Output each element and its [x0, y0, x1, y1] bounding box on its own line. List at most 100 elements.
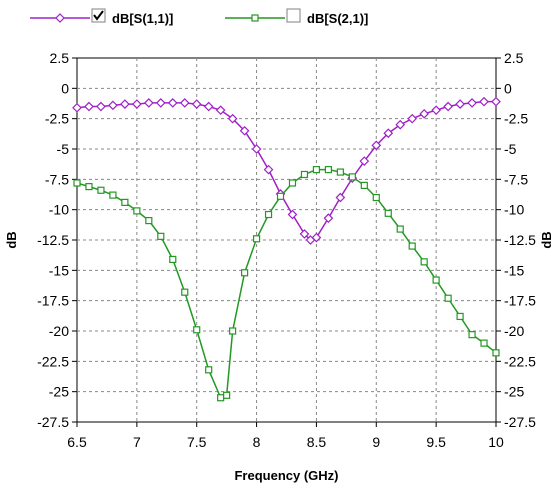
series-1-point: [84, 101, 94, 112]
series-2-point: [312, 166, 321, 174]
series-1-point: [263, 164, 274, 175]
series-1-point: [371, 140, 382, 151]
series-2-point: [492, 349, 500, 357]
series-1-point: [251, 144, 262, 154]
series-2-point: [444, 294, 452, 302]
series-2-point: [384, 209, 392, 217]
series-1-point: [108, 100, 118, 111]
y-tick-label-right: -20: [504, 323, 524, 339]
series-1-point: [120, 99, 130, 109]
series-1-point: [155, 98, 166, 108]
series-1-point: [227, 113, 238, 124]
y-tick-label-right: -15: [504, 262, 524, 278]
series-2-point: [288, 179, 297, 187]
series-2-point: [181, 288, 189, 296]
y-tick-label-right: -27.5: [504, 414, 536, 430]
series-1-point: [191, 99, 202, 109]
x-tick-label: 8: [253, 434, 261, 450]
series-2-point: [396, 225, 404, 233]
series-2-point: [85, 183, 93, 191]
series-1-point: [132, 99, 142, 109]
series-2-point: [432, 276, 440, 284]
y-tick-label-left: -25: [49, 384, 69, 400]
series-2-point: [133, 207, 141, 215]
series-2-point: [480, 339, 488, 347]
legend-series-2-checkbox[interactable]: [286, 8, 301, 23]
series-2-point: [264, 210, 273, 219]
series-1-point: [419, 108, 430, 119]
legend-series-2-marker: [251, 14, 259, 22]
series-1-point: [72, 102, 82, 113]
series-2-point: [73, 179, 81, 187]
series-2-point: [97, 186, 105, 194]
series-2-point: [205, 366, 213, 374]
y-tick-label-left: -20: [49, 323, 69, 339]
series-2-point: [121, 198, 129, 206]
y-axis-title-left: dB: [4, 231, 19, 248]
y-tick-label-left: -2.5: [45, 111, 69, 127]
y-tick-label-right: -12.5: [504, 232, 536, 248]
y-tick-label-left: -15: [49, 262, 69, 278]
x-tick-label: 10: [488, 434, 504, 450]
series-1-point: [467, 98, 477, 108]
series-2-point: [193, 326, 201, 334]
y-tick-label-right: -17.5: [504, 293, 536, 309]
series-1-point: [323, 213, 334, 224]
series-2-point: [456, 312, 464, 321]
series-1-point: [479, 96, 489, 107]
x-tick-label: 9.5: [426, 434, 446, 450]
series-2-point: [217, 394, 225, 402]
series-1-point: [407, 113, 418, 124]
series-2-point: [372, 193, 380, 202]
legend-series-1-check-icon: [93, 10, 104, 21]
y-tick-label-left: -5: [57, 141, 70, 157]
y-tick-label-left: -7.5: [45, 171, 69, 187]
x-axis-title: Frequency (GHz): [234, 468, 338, 483]
series-2-point: [276, 192, 285, 200]
y-tick-label-left: -10: [49, 202, 69, 218]
series-1-point: [491, 96, 501, 107]
series-1-point: [299, 229, 310, 239]
series-2-point: [300, 170, 309, 179]
series-1-point: [96, 101, 106, 112]
x-tick-label: 7.5: [187, 434, 207, 450]
series-1-point: [431, 105, 441, 116]
y-tick-label-right: -22.5: [504, 353, 536, 369]
series-1-point: [455, 99, 465, 109]
y-axis-title-right: dB: [539, 231, 554, 248]
y-tick-label-right: -25: [504, 384, 524, 400]
y-tick-label-left: -22.5: [37, 353, 69, 369]
series-2-point: [169, 255, 177, 264]
series-2-point: [229, 327, 237, 335]
series-2-point: [157, 232, 165, 240]
series-2-point: [252, 235, 261, 243]
series-1-point: [311, 232, 322, 243]
series-1-point: [287, 209, 298, 220]
series-2-point: [408, 242, 416, 250]
series-1-point: [359, 156, 370, 166]
series-1-point: [443, 101, 453, 112]
y-tick-label-left: -17.5: [37, 293, 69, 309]
legend-series-1-label: dB[S(1,1)]: [112, 11, 173, 26]
y-tick-label-left: 2.5: [50, 50, 70, 66]
series-1-point: [383, 128, 394, 139]
series-1-point: [179, 98, 190, 108]
y-tick-label-right: -7.5: [504, 171, 528, 187]
series-1-point: [143, 98, 154, 108]
y-tick-label-left: -12.5: [37, 232, 69, 248]
series-2-point: [324, 166, 332, 174]
y-tick-label-left: -27.5: [37, 414, 69, 430]
series-2-point: [223, 391, 231, 399]
y-tick-label-right: 2.5: [504, 50, 524, 66]
series-1-point: [335, 192, 346, 203]
series-2-point: [336, 168, 344, 176]
x-tick-label: 7: [133, 434, 141, 450]
series-1-point: [395, 119, 406, 130]
y-tick-label-left: 0: [61, 80, 69, 96]
x-tick-label: 6.5: [67, 434, 87, 450]
series-1-point: [239, 125, 250, 136]
x-tick-label: 8.5: [307, 434, 327, 450]
series-1-point: [215, 105, 226, 116]
series-2-point: [420, 258, 428, 266]
